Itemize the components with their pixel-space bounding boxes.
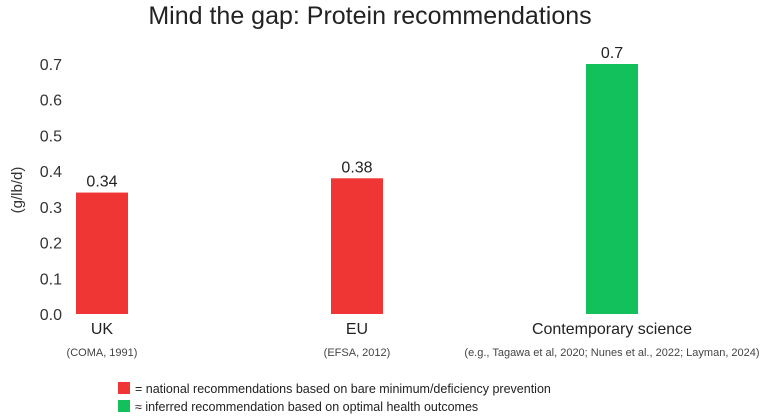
source-label: (e.g., Tagawa et al, 2020; Nunes et al.,… [464,347,759,359]
data-label: 0.38 [341,159,372,176]
y-tick-label: 0.7 [40,57,62,74]
legend-swatch [118,382,130,394]
y-tick-label: 0.2 [40,236,62,253]
y-tick-label: 0.4 [40,164,62,181]
category-labels: UK (COMA, 1991) EU (EFSA, 2012) Contemporary… [67,321,760,359]
category-label: Contemporary science [532,321,692,338]
legend-swatch [118,400,130,412]
legend-label: = national recommendations based on bare… [135,382,551,396]
y-tick-label: 0.0 [40,307,62,324]
y-axis-label: (g/lb/d) [9,167,26,214]
y-tick-label: 0.5 [40,128,62,145]
data-labels: 0.34 0.38 0.7 [86,45,623,191]
bar-eu [331,178,383,314]
category-label: UK [91,321,114,338]
y-tick-label: 0.1 [40,271,62,288]
category-label: EU [346,321,368,338]
y-tick-label: 0.6 [40,93,62,110]
bars [76,64,638,314]
data-label: 0.34 [86,174,117,191]
data-label: 0.7 [601,45,623,62]
y-axis-ticks: 0.0 0.1 0.2 0.3 0.4 0.5 0.6 0.7 [40,57,62,324]
source-label: (EFSA, 2012) [324,347,391,359]
source-label: (COMA, 1991) [67,347,138,359]
bar-uk [76,192,128,314]
bar-contemporary-science [586,64,638,314]
chart-title: Mind the gap: Protein recommendations [148,2,591,30]
y-tick-label: 0.3 [40,200,62,217]
legend: = national recommendations based on bare… [118,382,551,414]
legend-label: ≈ inferred recommendation based on optim… [135,400,478,414]
